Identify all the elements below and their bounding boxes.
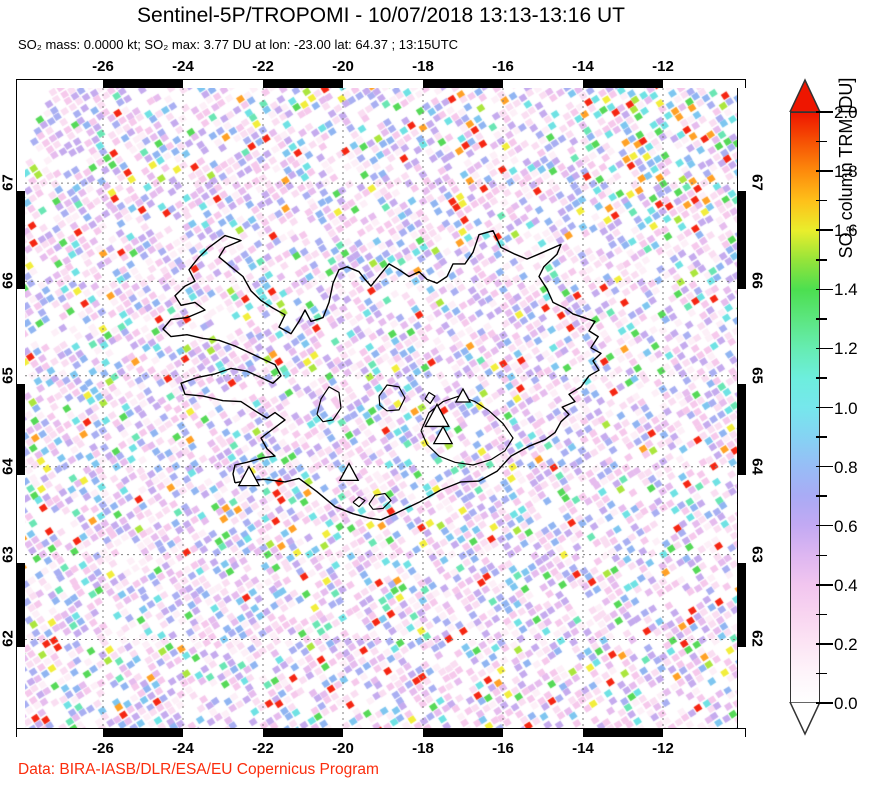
coastline-path [162,229,602,521]
colorbar-tick-label: 2.0 [834,103,858,122]
colorbar-tick [816,643,833,645]
colorbar-tick [816,702,833,704]
lat-tick-label: 67 [748,174,766,191]
lon-tick-label: -12 [652,58,674,75]
map-overlay [25,88,737,728]
colorbar-tick [816,377,827,379]
colorbar-tick-label: 0.4 [834,575,858,595]
colorbar-tick-label: 1.0 [834,398,858,418]
lon-tick-label: -16 [492,58,514,75]
glacier-outline [316,386,342,423]
frame-segment [423,729,503,737]
lat-tick-label: 65 [748,366,766,384]
colorbar-tick [816,170,833,172]
lon-tick-label: -26 [92,58,114,75]
colorbar-tick-label: 0.0 [834,694,858,713]
colorbar-tick-label: 0.2 [834,634,858,654]
colorbar-overflow-arrow [789,78,821,112]
colorbar-tick [816,584,833,586]
colorbar-tick [816,259,827,261]
lon-tick-label: -22 [252,740,274,757]
glacier-outline [378,384,406,412]
lat-tick-label: 63 [748,545,766,563]
frame-segment [103,729,183,737]
colorbar-tick-label: 1.4 [834,280,858,300]
lon-tick-label: -22 [252,58,274,75]
frame-segment [103,80,183,88]
lat-tick-label: 64 [0,457,17,475]
colorbar-tick [816,524,833,527]
colorbar-tick [816,229,833,231]
colorbar-tick [816,495,827,497]
frame-segment [17,191,25,290]
frame-segment [583,80,663,88]
colorbar-tick-label: 1.6 [834,221,858,241]
frame-segment [583,729,663,737]
glacier-outline [352,496,366,508]
frame-segment [738,383,746,475]
colorbar-tick [816,672,827,675]
colorbar-tick-label: 1.2 [834,339,858,359]
figure-title: Sentinel-5P/TROPOMI - 10/07/2018 13:13-1… [137,4,625,27]
colorbar-tick-label: 1.8 [834,162,858,182]
lon-tick-label: -24 [172,740,194,757]
glacier-outline [424,391,436,404]
frame-segment [263,80,343,88]
colorbar-tick [816,199,827,202]
frame-band-bottom [17,728,745,737]
footer-credit: Data: BIRA-IASB/DLR/ESA/EU Copernicus Pr… [18,761,379,778]
colorbar-tick [816,406,833,409]
lon-tick-label: -18 [412,58,434,75]
frame-segment [738,191,746,290]
lat-tick-label: 65 [0,366,17,384]
lat-tick-label: 62 [0,630,17,648]
lon-tick-label: -20 [332,58,354,75]
volcano-marker [338,462,360,482]
colorbar-tick [816,554,827,556]
volcano-marker [432,425,454,445]
colorbar-tick [816,613,827,616]
lat-tick-label: 66 [0,272,17,290]
colorbar-tick [816,436,827,438]
lat-tick-label: 63 [0,545,17,563]
colorbar-tick-label: 0.8 [834,457,858,477]
volcano-marker [237,465,261,487]
glacier-outline [420,395,514,466]
colorbar-tick [816,347,833,350]
lat-tick-label: 67 [0,174,17,191]
lon-tick-label: -14 [572,58,594,75]
lat-tick-label: 64 [748,457,766,475]
lat-tick-label: 66 [748,272,766,290]
frame-segment [263,729,343,737]
lon-tick-label: -18 [412,740,434,757]
colorbar-tick-label: 0.6 [834,516,858,536]
lon-tick-label: -24 [172,58,194,75]
frame-segment [423,80,503,88]
colorbar-tick [816,465,833,468]
colorbar-underflow-arrow [789,702,821,736]
volcano-marker [454,387,472,403]
volcano-marker [424,403,450,428]
frame-segment [17,562,25,648]
map-plot-area [25,88,737,728]
frame-segment [738,562,746,648]
lon-tick-label: -12 [652,740,674,757]
colorbar-tick [816,140,827,143]
lon-tick-label: -14 [572,740,594,757]
lat-tick-label: 62 [748,630,766,648]
frame-band-right [737,88,746,728]
so2-noise-field [25,88,737,728]
colorbar-title: SO₂ column TRM [DU] [836,77,856,259]
lon-tick-label: -20 [332,740,354,757]
colorbar-tick [816,111,833,113]
figure-subtitle: SO₂ mass: 0.0000 kt; SO₂ max: 3.77 DU at… [18,37,459,52]
glacier-outline [368,492,392,510]
lon-tick-label: -16 [492,740,514,757]
frame-segment [17,383,25,475]
colorbar-tick [816,318,827,320]
lon-tick-label: -26 [92,740,114,757]
colorbar-tick [816,288,833,291]
